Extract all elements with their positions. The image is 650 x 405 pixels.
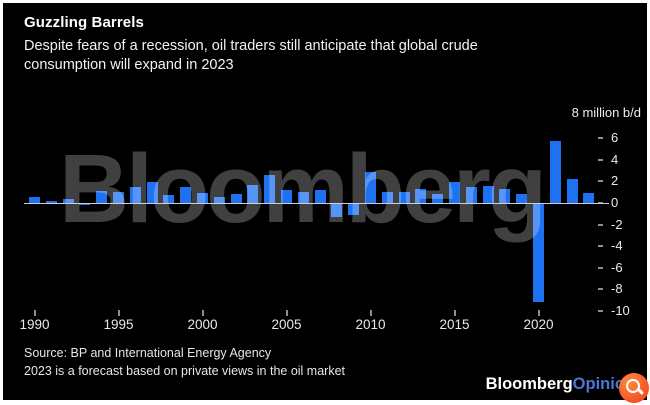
- x-tick-2015: [453, 310, 456, 316]
- x-tick-label-2010: 2010: [355, 317, 386, 332]
- bar-1998: [163, 195, 175, 203]
- bloomberg-watermark: Bloomberg: [59, 134, 547, 243]
- source-line: Source: BP and International Energy Agen…: [24, 346, 272, 360]
- bar-2021: [549, 141, 561, 203]
- y-tick--10: [598, 310, 603, 312]
- y-tick-label-2: 2: [611, 173, 619, 189]
- bar-2014: [432, 194, 444, 203]
- y-tick-4: [598, 158, 603, 161]
- bar-1994: [96, 191, 108, 203]
- brand-bloomberg-text: Bloomberg: [485, 375, 573, 393]
- bar-2005: [281, 190, 292, 203]
- bar-2015: [449, 182, 460, 203]
- x-tick-label-2020: 2020: [523, 317, 554, 332]
- bar-1992: [62, 198, 74, 203]
- x-tick-label-2000: 2000: [187, 317, 218, 332]
- bar-1999: [180, 186, 192, 203]
- x-tick-2005: [285, 310, 288, 316]
- bar-1991: [45, 200, 57, 203]
- y-tick-label--6: -6: [611, 259, 623, 275]
- y-tick--4: [598, 245, 603, 248]
- chart-subtitle-line2: consumption will expand in 2023: [24, 57, 234, 73]
- chart-subtitle: Despite fears of a recession, oil trader…: [24, 37, 614, 75]
- magnifier-badge[interactable]: [619, 373, 649, 403]
- y-tick--6: [598, 266, 603, 269]
- magnifier-handle: [636, 387, 645, 396]
- bar-2012: [398, 192, 410, 203]
- x-tick-2000: [201, 310, 204, 316]
- bar-2009: [348, 204, 360, 215]
- y-tick-label--8: -8: [611, 281, 623, 297]
- bar-2008: [331, 204, 343, 217]
- bar-2020: [533, 204, 544, 303]
- forecast-note-line: 2023 is a forecast based on private view…: [24, 364, 346, 378]
- bar-2016: [465, 186, 477, 203]
- bar-1993: [79, 204, 91, 206]
- brand-logo: BloombergOpinion: [486, 375, 635, 394]
- chart-canvas: Guzzling Barrels Despite fears of a rece…: [3, 3, 649, 403]
- bar-2004: [264, 174, 276, 203]
- plot-area: Bloomberg 6 4 2 0 -2 -4 -6 -8 -10 1990 1995 2000 200…: [3, 3, 647, 400]
- y-axis-unit-label: 8 million b/d: [571, 105, 641, 120]
- x-tick-2010: [369, 310, 372, 316]
- y-tick-label-4: 4: [611, 151, 619, 167]
- magnifier-icon: [626, 379, 640, 393]
- y-tick-label--4: -4: [611, 238, 623, 254]
- x-tick-label-1990: 1990: [19, 317, 50, 332]
- bar-2003: [247, 184, 259, 203]
- bar-2022: [566, 179, 578, 203]
- bar-2007: [314, 190, 326, 203]
- y-tick-label--2: -2: [611, 216, 623, 232]
- bar-2000: [197, 193, 208, 203]
- y-tick-label-0: 0: [611, 195, 619, 210]
- bar-1997: [146, 182, 158, 203]
- zero-axis-line: [24, 203, 609, 204]
- bar-1990: [29, 196, 40, 203]
- bar-2002: [230, 194, 242, 203]
- x-tick-label-1995: 1995: [103, 317, 134, 332]
- y-tick--8: [598, 288, 603, 291]
- bar-1995: [113, 192, 124, 203]
- y-tick--2: [598, 223, 603, 226]
- y-tick-label-6: 6: [611, 130, 619, 146]
- x-tick-1990: [33, 310, 36, 316]
- y-tick-label--10: -10: [611, 303, 630, 318]
- x-tick-2020: [537, 310, 540, 316]
- bar-2011: [381, 192, 393, 203]
- chart-subtitle-line1: Despite fears of a recession, oil trader…: [24, 38, 478, 54]
- bar-2001: [213, 196, 225, 203]
- x-tick-1995: [117, 310, 120, 316]
- y-tick-2: [598, 180, 603, 183]
- bar-2010: [365, 171, 376, 203]
- bar-1996: [129, 186, 141, 203]
- bar-2019: [516, 194, 528, 203]
- bar-2023: [583, 193, 595, 203]
- x-tick-label-2005: 2005: [271, 317, 302, 332]
- source-note: Source: BP and International Energy Agen…: [24, 344, 345, 380]
- bar-2006: [297, 192, 309, 203]
- y-tick-6: [598, 137, 603, 140]
- bar-2017: [482, 185, 494, 203]
- chart-title: Guzzling Barrels: [24, 14, 144, 31]
- bar-2013: [415, 188, 427, 203]
- x-tick-label-2015: 2015: [439, 317, 470, 332]
- bar-2018: [499, 188, 511, 203]
